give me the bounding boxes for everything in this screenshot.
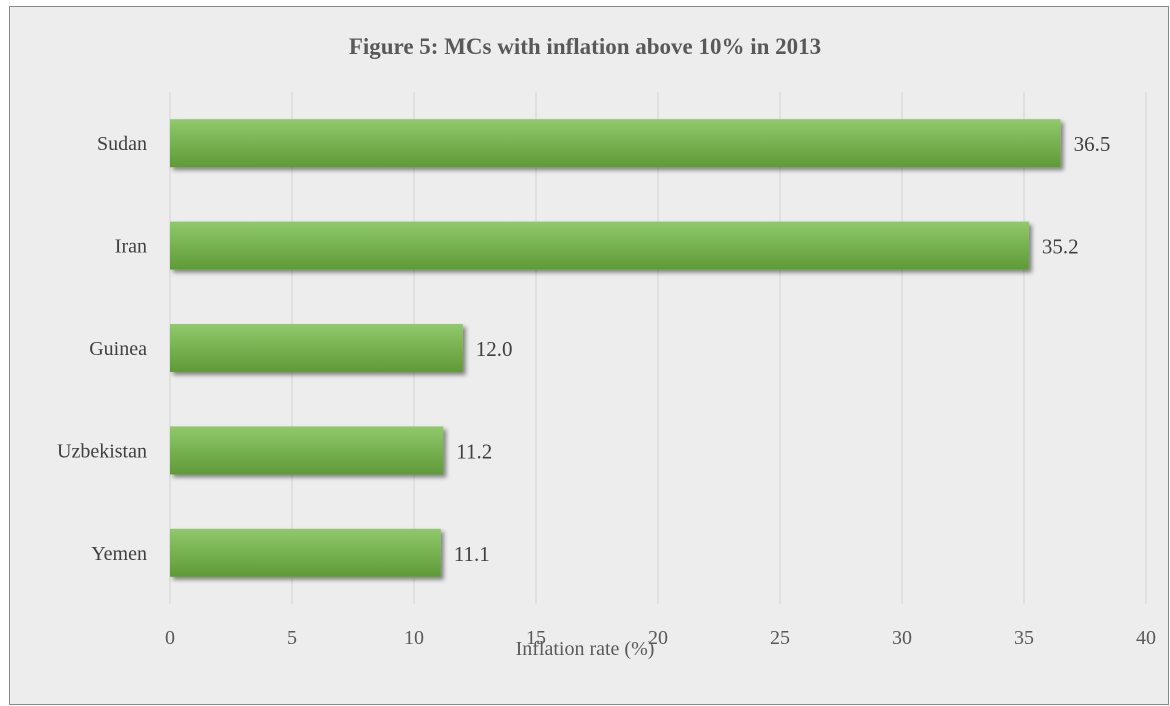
category-label: Iran	[115, 236, 147, 258]
data-label: 11.1	[454, 542, 490, 566]
bar-sudan	[170, 119, 1061, 168]
x-tick-label: 20	[648, 627, 668, 649]
x-tick-label: 35	[1014, 627, 1034, 649]
data-label: 36.5	[1074, 132, 1111, 156]
category-label: Guinea	[89, 338, 147, 360]
x-tick-label: 30	[892, 627, 912, 649]
bars	[170, 119, 1061, 577]
x-tick-label: 5	[287, 627, 297, 649]
data-label: 12.0	[476, 337, 513, 361]
x-tick-label: 15	[526, 627, 546, 649]
bar-iran	[170, 221, 1029, 270]
data-label: 35.2	[1042, 235, 1079, 259]
x-tick-label: 25	[770, 627, 790, 649]
chart-title: Figure 5: MCs with inflation above 10% i…	[348, 34, 822, 59]
category-label: Uzbekistan	[57, 440, 147, 462]
category-label: Sudan	[97, 133, 147, 155]
bar-guinea	[170, 324, 463, 372]
bar-yemen	[170, 528, 441, 577]
x-tick-label: 0	[165, 627, 175, 649]
gridlines	[169, 92, 1147, 604]
x-tick-label: 40	[1136, 627, 1156, 649]
category-label: Yemen	[91, 543, 147, 565]
x-tick-label: 10	[404, 627, 424, 649]
labels: 0 5 10 15 20 25 30 35 40 Sudan 36.5 Iran 35.2 Guinea 1…	[57, 132, 1156, 649]
bar-uzbekistan	[170, 426, 444, 475]
x-axis-label: Inflation rate (%)	[515, 638, 655, 660]
data-label: 11.2	[456, 439, 492, 463]
